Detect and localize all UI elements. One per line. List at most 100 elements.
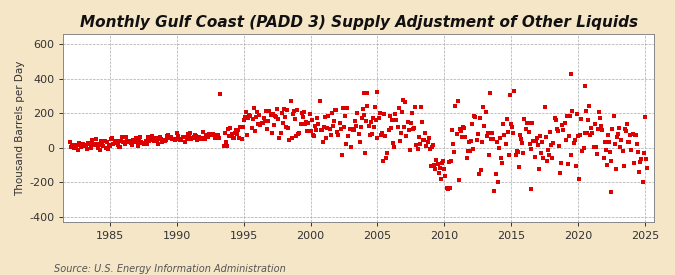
Point — [370, 104, 381, 109]
Point — [315, 128, 326, 132]
Point — [304, 112, 315, 117]
Point — [310, 128, 321, 132]
Point — [233, 127, 244, 132]
Point — [123, 139, 134, 144]
Point — [96, 139, 107, 143]
Point — [351, 124, 362, 128]
Point — [385, 126, 396, 130]
Point — [215, 92, 225, 97]
Point — [190, 134, 201, 138]
Point — [635, 160, 646, 164]
Point — [538, 156, 549, 160]
Point — [218, 144, 229, 149]
Point — [346, 127, 357, 132]
Point — [373, 116, 384, 120]
Point — [447, 128, 458, 132]
Point — [396, 110, 407, 114]
Point — [587, 131, 598, 136]
Point — [450, 103, 461, 108]
Point — [279, 107, 290, 111]
Point — [132, 144, 143, 148]
Point — [119, 141, 130, 146]
Point — [509, 89, 520, 93]
Point — [105, 144, 115, 148]
Point — [136, 140, 146, 144]
Point — [449, 149, 460, 154]
Point — [593, 126, 603, 131]
Point — [144, 139, 155, 144]
Point — [244, 112, 254, 117]
Point — [271, 115, 281, 119]
Point — [286, 136, 297, 140]
Point — [291, 134, 302, 138]
Point — [197, 130, 208, 134]
Point — [364, 132, 375, 137]
Point — [138, 142, 149, 146]
Point — [517, 141, 528, 145]
Point — [567, 109, 578, 113]
Point — [269, 114, 280, 119]
Point — [579, 84, 590, 89]
Point — [550, 118, 561, 122]
Point — [177, 135, 188, 139]
Point — [437, 160, 448, 165]
Point — [84, 142, 95, 147]
Point — [495, 136, 506, 140]
Point — [471, 138, 482, 142]
Point — [478, 105, 489, 109]
Point — [430, 167, 441, 172]
Point — [412, 147, 423, 151]
Point — [182, 137, 192, 142]
Point — [612, 135, 622, 139]
Point — [507, 125, 518, 129]
Point — [185, 131, 196, 135]
Point — [281, 125, 292, 129]
Point — [75, 141, 86, 146]
Point — [414, 142, 425, 147]
Point — [168, 137, 179, 141]
Point — [147, 134, 158, 139]
Point — [238, 118, 249, 123]
Point — [495, 156, 506, 160]
Point — [423, 136, 434, 140]
Point — [293, 131, 304, 136]
Point — [411, 143, 422, 147]
Point — [555, 170, 566, 175]
Point — [448, 141, 458, 146]
Point — [606, 189, 617, 194]
Point — [149, 137, 160, 141]
Point — [531, 138, 541, 143]
Point — [236, 136, 247, 141]
Point — [476, 168, 487, 172]
Point — [340, 114, 350, 119]
Point — [642, 166, 653, 170]
Point — [72, 143, 82, 148]
Point — [113, 142, 124, 147]
Point — [589, 122, 600, 126]
Point — [180, 140, 190, 144]
Point — [113, 145, 124, 149]
Point — [99, 139, 110, 143]
Point — [97, 142, 108, 147]
Point — [597, 128, 608, 133]
Point — [273, 117, 284, 121]
Point — [431, 158, 442, 162]
Point — [595, 116, 605, 120]
Point — [377, 131, 387, 135]
Point — [250, 129, 261, 133]
Point — [283, 125, 294, 130]
Point — [485, 91, 495, 96]
Point — [442, 186, 453, 191]
Point — [547, 156, 558, 161]
Point — [288, 109, 299, 113]
Point — [641, 156, 651, 161]
Point — [406, 111, 417, 116]
Point — [498, 122, 509, 127]
Point — [564, 133, 574, 138]
Point — [524, 141, 535, 146]
Point — [608, 114, 619, 118]
Point — [254, 112, 265, 117]
Point — [339, 125, 350, 129]
Point — [502, 130, 513, 135]
Point — [349, 128, 360, 132]
